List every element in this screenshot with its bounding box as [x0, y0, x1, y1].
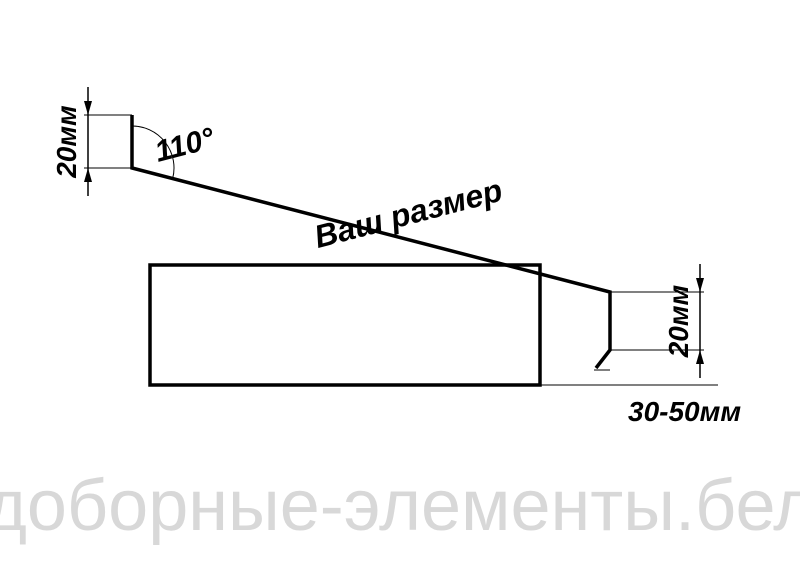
watermark-text: доборные-элементы.бел: [0, 466, 800, 546]
wall-block: [150, 265, 540, 385]
angle-label: 110°: [151, 122, 218, 169]
dim-label-top-left: 20мм: [51, 105, 82, 179]
dim-label-right: 20мм: [663, 284, 694, 358]
dimension-right: 20мм: [610, 264, 704, 378]
dim-label-bottom: 30-50мм: [628, 396, 741, 427]
dimension-bottom: 30-50мм: [540, 370, 741, 427]
technical-diagram: доборные-элементы.бел 20мм 20мм 30-50мм …: [0, 0, 800, 566]
dimension-top-left: 20мм: [51, 87, 132, 196]
main-dimension-label: Ваш размер: [311, 172, 506, 255]
